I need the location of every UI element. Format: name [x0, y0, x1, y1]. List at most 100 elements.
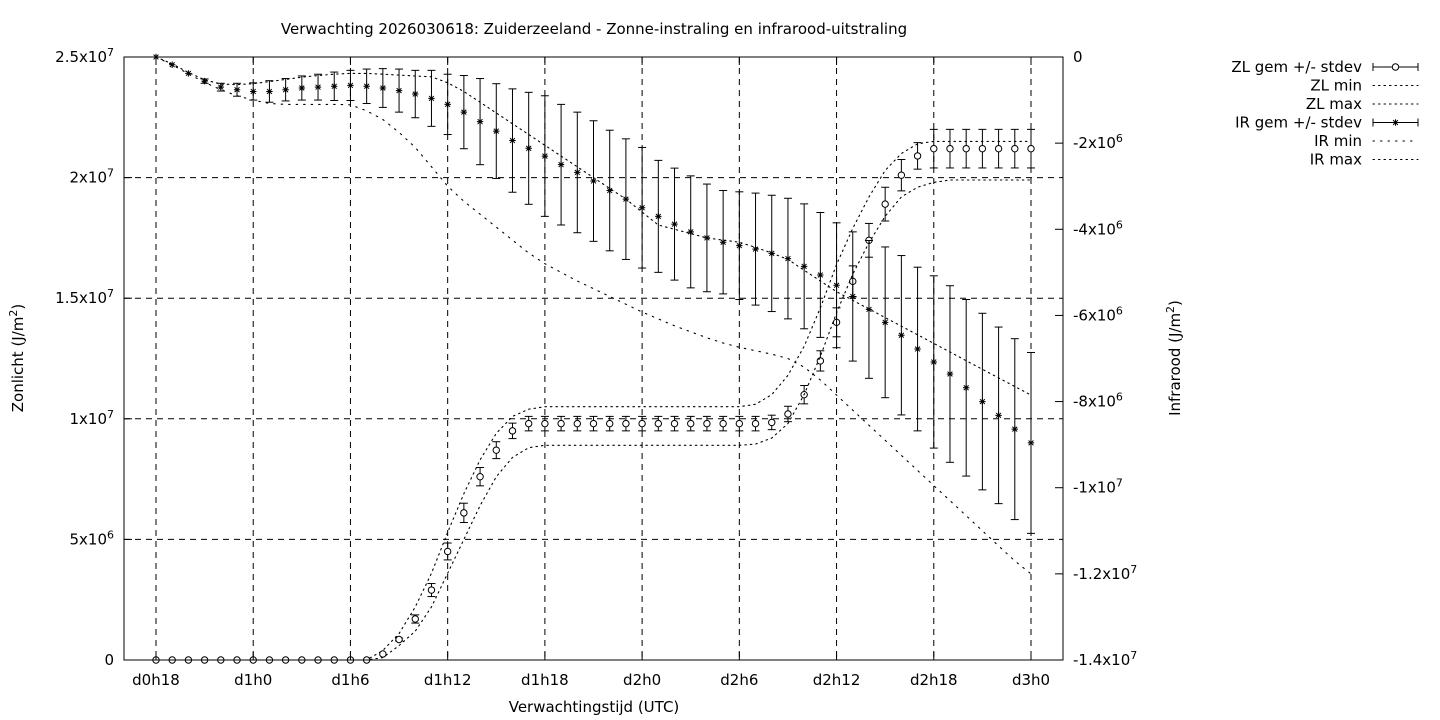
data-point: [962, 384, 970, 391]
legend-label: ZL gem +/- stdev: [1231, 58, 1362, 76]
data-point: [979, 398, 986, 405]
y-axis-label-sup: 2: [7, 310, 20, 317]
data-point: [541, 419, 549, 428]
x-tick-label: d1h18: [521, 671, 569, 689]
data-point: [914, 345, 921, 353]
y2-tick-label-exp: 7: [1130, 649, 1137, 662]
data-point: [331, 83, 338, 90]
y2-tick-label-exp: 6: [1116, 218, 1123, 231]
data-point: [752, 245, 759, 253]
data-point: [687, 419, 695, 428]
data-point: [622, 419, 630, 428]
legend-label: IR min: [1314, 132, 1362, 150]
data-point: [946, 144, 954, 153]
data-point: [443, 547, 452, 556]
y2-tick-label: -1x107: [1073, 477, 1123, 497]
data-point: [978, 144, 987, 153]
y2-tick-label-exp: 7: [1130, 563, 1137, 576]
y2-tick-label-exp: 7: [1116, 477, 1123, 490]
y2-tick-label: -1.4x107: [1073, 649, 1137, 669]
data-point: [574, 169, 581, 176]
y-tick-label-base: 2x10: [69, 169, 107, 187]
data-point: [751, 419, 760, 428]
data-point: [817, 271, 824, 279]
data-point: [800, 263, 808, 270]
data-point: [363, 83, 370, 90]
y-tick-label-base: 2.5x10: [55, 48, 107, 66]
y2-tick-label-base: -1.4x10: [1073, 651, 1130, 669]
data-point: [541, 152, 549, 160]
data-point: [508, 427, 517, 435]
data-point: [881, 200, 889, 208]
data-point: [784, 410, 792, 418]
y2-tick-label: -8x106: [1073, 391, 1123, 411]
series-ir-gem-stdev: [152, 53, 1035, 534]
data-point: [379, 84, 387, 92]
data-point: [606, 419, 614, 428]
data-point: [590, 177, 597, 185]
data-point: [897, 171, 906, 179]
data-point: [476, 472, 484, 481]
y-axis-label-end: ): [9, 304, 27, 310]
data-point: [946, 370, 954, 378]
y2-axis-label-base: Infrarood (J/m: [1166, 313, 1184, 416]
data-point: [736, 242, 743, 249]
data-point: [898, 332, 905, 339]
x-tick-label: d1h0: [234, 671, 272, 689]
data-point: [962, 144, 970, 153]
series-layer: [152, 53, 1035, 664]
y-tick-label: 0: [104, 651, 114, 669]
data-point: [185, 70, 192, 77]
x-tick-label: d2h12: [813, 671, 861, 689]
x-tick-label: d2h0: [623, 671, 661, 689]
data-point: [233, 86, 241, 93]
data-point: [654, 419, 663, 428]
data-point: [411, 615, 419, 623]
x-tick-label: d2h18: [910, 671, 958, 689]
data-point: [427, 586, 436, 594]
data-point: [881, 319, 889, 326]
y-tick-label-exp: 6: [107, 528, 114, 541]
legend-marker: [1391, 63, 1400, 71]
y2-tick-label-base: -1.2x10: [1073, 565, 1130, 583]
y-axis-label-base: Zonlicht (J/m: [9, 317, 27, 413]
y-tick-label: 2x107: [69, 167, 114, 187]
series-line: [155, 56, 1032, 575]
data-point: [995, 412, 1002, 419]
y2-axis-ticks: 0-2x106-4x106-6x106-8x106-1x107-1.2x107-…: [1055, 48, 1137, 669]
y-tick-label: 2.5x107: [55, 46, 114, 66]
y-tick-label-base: 1.5x10: [55, 289, 107, 307]
legend-label: ZL min: [1310, 77, 1362, 95]
y2-tick-label-base: -2x10: [1073, 134, 1116, 152]
data-point: [1027, 144, 1035, 153]
data-point: [606, 187, 613, 194]
x-tick-label: d1h6: [331, 671, 369, 689]
y-tick-label: 5x106: [69, 528, 114, 548]
data-point: [913, 152, 922, 160]
y-tick-label-exp: 7: [107, 408, 114, 421]
y2-tick-label-exp: 6: [1116, 132, 1123, 145]
x-tick-label: d3h0: [1012, 671, 1050, 689]
plot-frame: [123, 56, 1064, 661]
y2-tick-label-base: 0: [1073, 48, 1083, 66]
data-point: [589, 419, 598, 428]
chart-title: Verwachting 2026030618: Zuiderzeeland - …: [281, 20, 907, 38]
data-point: [865, 306, 873, 313]
data-point: [703, 234, 711, 242]
y2-axis-label-end: ): [1166, 300, 1184, 306]
series-ir-max: [155, 56, 1032, 396]
data-point: [314, 83, 322, 91]
data-point: [557, 161, 565, 168]
data-point: [460, 509, 468, 517]
data-point: [638, 419, 646, 428]
data-point: [460, 108, 468, 116]
data-point: [492, 446, 500, 454]
data-point: [524, 419, 533, 428]
y2-tick-label: -6x106: [1073, 304, 1123, 324]
y-axis-label: Zonlicht (J/m2): [7, 304, 27, 413]
data-point: [428, 95, 435, 102]
y2-tick-label-base: -4x10: [1073, 220, 1116, 238]
legend-label: IR gem +/- stdev: [1235, 114, 1362, 132]
